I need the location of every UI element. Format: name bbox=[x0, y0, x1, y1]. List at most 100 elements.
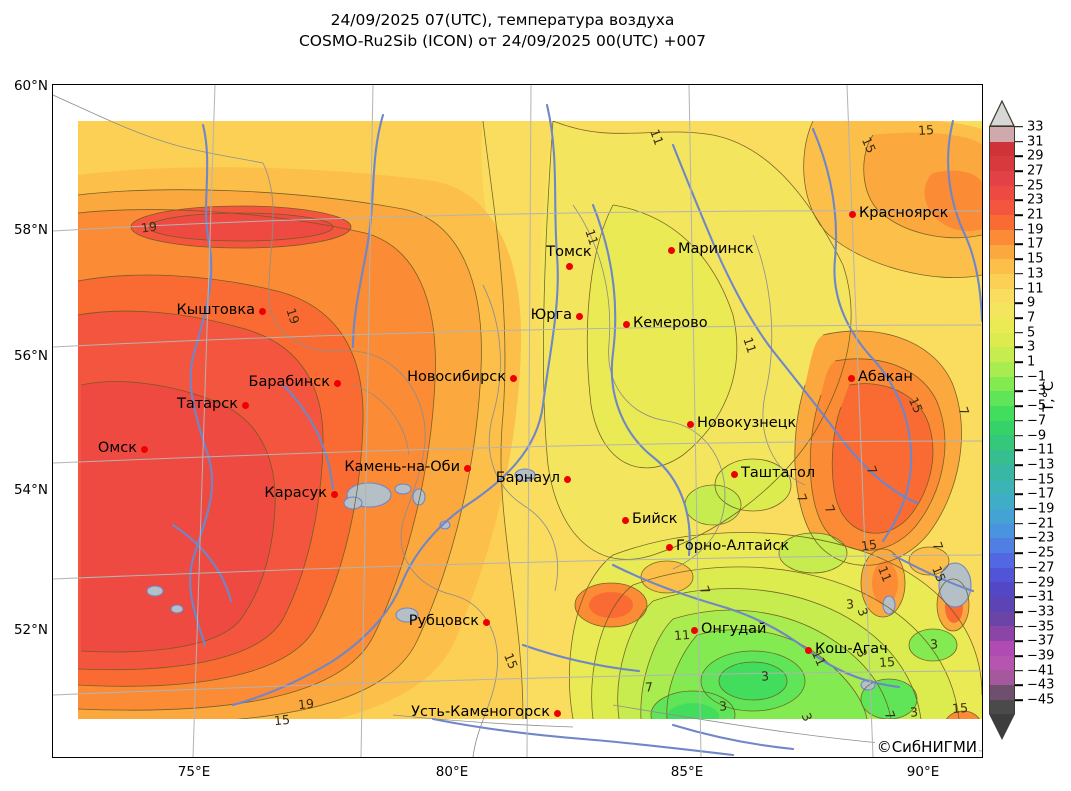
city-dot-icon bbox=[563, 475, 571, 483]
colorbar-tick-label: −39 bbox=[1027, 648, 1055, 664]
colorbar-gradient bbox=[989, 126, 1015, 715]
colorbar-tick-mark bbox=[1015, 214, 1023, 216]
city-dot-icon bbox=[622, 320, 630, 328]
city-dot-icon bbox=[241, 401, 249, 409]
colorbar-segment bbox=[990, 552, 1014, 568]
colorbar-segment bbox=[990, 303, 1014, 318]
colorbar-segment bbox=[990, 597, 1014, 612]
contour-label: 7 bbox=[644, 679, 654, 695]
colorbar-tick-mark bbox=[1015, 126, 1023, 128]
city-dot-icon bbox=[333, 379, 341, 387]
colorbar-segment bbox=[990, 508, 1014, 524]
colorbar-tick-mark bbox=[1015, 434, 1023, 437]
city-label: Татарск bbox=[176, 396, 238, 412]
contour-label: 15 bbox=[951, 699, 969, 717]
colorbar-tick-mark bbox=[1015, 669, 1023, 672]
colorbar-segment bbox=[990, 171, 1014, 186]
colorbar-tick-label: −25 bbox=[1027, 545, 1055, 561]
map-clip bbox=[53, 85, 982, 757]
city-dot-icon bbox=[140, 445, 148, 453]
colorbar-segment bbox=[990, 670, 1014, 686]
lon-tick-label-75: 75°E bbox=[177, 764, 211, 780]
colorbar-tick-label: −37 bbox=[1027, 633, 1055, 649]
colorbar-segment bbox=[990, 523, 1014, 539]
colorbar[interactable]: 33 31 29 27 25 23 21 19 17 15 13 11 9 7 5 3 1 −1 −3 −5 −7 −9−… bbox=[989, 100, 1054, 740]
city-label: Томск bbox=[546, 244, 592, 260]
colorbar-tick-mark bbox=[1015, 508, 1023, 510]
colorbar-segment bbox=[990, 435, 1014, 451]
colorbar-segment bbox=[990, 259, 1014, 274]
colorbar-tick-label: −45 bbox=[1027, 692, 1055, 708]
colorbar-tick-label: −13 bbox=[1027, 457, 1055, 473]
colorbar-tick-label: −27 bbox=[1027, 560, 1055, 576]
contour-label: 3 bbox=[845, 596, 855, 612]
colorbar-tick-mark bbox=[1015, 581, 1023, 584]
colorbar-tick-label: −1 bbox=[1027, 369, 1047, 385]
colorbar-segment bbox=[990, 685, 1014, 700]
colorbar-tick-label: −17 bbox=[1027, 486, 1055, 502]
contour-label: 11 bbox=[673, 626, 691, 644]
city-dot-icon bbox=[509, 374, 517, 382]
colorbar-segment bbox=[990, 391, 1014, 407]
city-label: Таштагол bbox=[741, 465, 816, 481]
colorbar-tick-label: −29 bbox=[1027, 575, 1055, 591]
city-dot-icon bbox=[565, 262, 573, 270]
colorbar-tick-mark bbox=[1015, 199, 1023, 202]
colorbar-tick-label: 27 bbox=[1027, 163, 1044, 179]
city-label: Барабинск bbox=[248, 374, 331, 390]
colorbar-tick-mark bbox=[1015, 655, 1023, 657]
colorbar-tick-label: −9 bbox=[1027, 428, 1047, 444]
colorbar-tick-label: 9 bbox=[1027, 295, 1036, 311]
colorbar-tick-mark bbox=[1015, 405, 1023, 407]
colorbar-tick-label: 17 bbox=[1027, 236, 1044, 252]
colorbar-tick-mark bbox=[1015, 522, 1023, 525]
graticule bbox=[53, 85, 982, 757]
rivers bbox=[171, 103, 982, 757]
colorbar-tick-label: 21 bbox=[1027, 207, 1044, 223]
colorbar-under-arrow bbox=[989, 714, 1015, 740]
colorbar-tick-label: 23 bbox=[1027, 192, 1044, 208]
lat-tick-label-54: 54°N bbox=[13, 482, 48, 498]
city-dot-icon bbox=[553, 709, 561, 717]
colorbar-tick-label: 3 bbox=[1027, 339, 1036, 355]
colorbar-tick-mark bbox=[1015, 640, 1023, 643]
colorbar-tick-mark bbox=[1015, 478, 1023, 481]
lat-tick-label-60: 60°N bbox=[13, 78, 48, 94]
lon-tick-label-90: 90°E bbox=[906, 764, 940, 780]
colorbar-tick-label: −35 bbox=[1027, 619, 1055, 635]
colorbar-segment bbox=[990, 200, 1014, 216]
weather-map[interactable]: 19 19 19 15 15 11 11 11 15 15 15 7 7 7 7 15 7 11 15 7 3 3 11 11… bbox=[52, 84, 983, 758]
colorbar-segment bbox=[990, 288, 1014, 304]
colorbar-tick-label: 19 bbox=[1027, 222, 1044, 238]
city-label: Рубцовск bbox=[408, 613, 479, 629]
colorbar-tick-mark bbox=[1015, 346, 1023, 349]
colorbar-tick-mark bbox=[1015, 611, 1023, 613]
colorbar-segment bbox=[990, 156, 1014, 172]
colorbar-tick-label: −43 bbox=[1027, 677, 1055, 693]
city-label: Бийск bbox=[632, 511, 678, 527]
city-dot-icon bbox=[621, 516, 629, 524]
colorbar-tick-mark bbox=[1015, 155, 1023, 158]
colorbar-segment bbox=[990, 362, 1014, 377]
temperature-field bbox=[53, 85, 982, 757]
colorbar-segment bbox=[990, 215, 1014, 230]
city-dot-icon bbox=[665, 543, 673, 551]
city-dot-icon bbox=[690, 626, 698, 634]
colorbar-segment bbox=[990, 420, 1014, 436]
city-label: Барнаул bbox=[495, 470, 560, 486]
colorbar-segment bbox=[990, 244, 1014, 260]
colorbar-tick-mark bbox=[1015, 375, 1023, 378]
colorbar-tick-mark bbox=[1015, 170, 1023, 172]
colorbar-tick-mark bbox=[1015, 287, 1023, 290]
colorbar-tick-label: −15 bbox=[1027, 472, 1055, 488]
colorbar-tick-label: 15 bbox=[1027, 251, 1044, 267]
colorbar-tick-mark bbox=[1015, 699, 1023, 701]
city-label: Красноярск bbox=[859, 205, 949, 221]
colorbar-segment bbox=[990, 494, 1014, 509]
colorbar-segment bbox=[990, 655, 1014, 671]
colorbar-segment bbox=[990, 641, 1014, 656]
colorbar-segment bbox=[990, 538, 1014, 553]
colorbar-tick-label: 7 bbox=[1027, 310, 1036, 326]
colorbar-tick-label: −41 bbox=[1027, 663, 1055, 679]
